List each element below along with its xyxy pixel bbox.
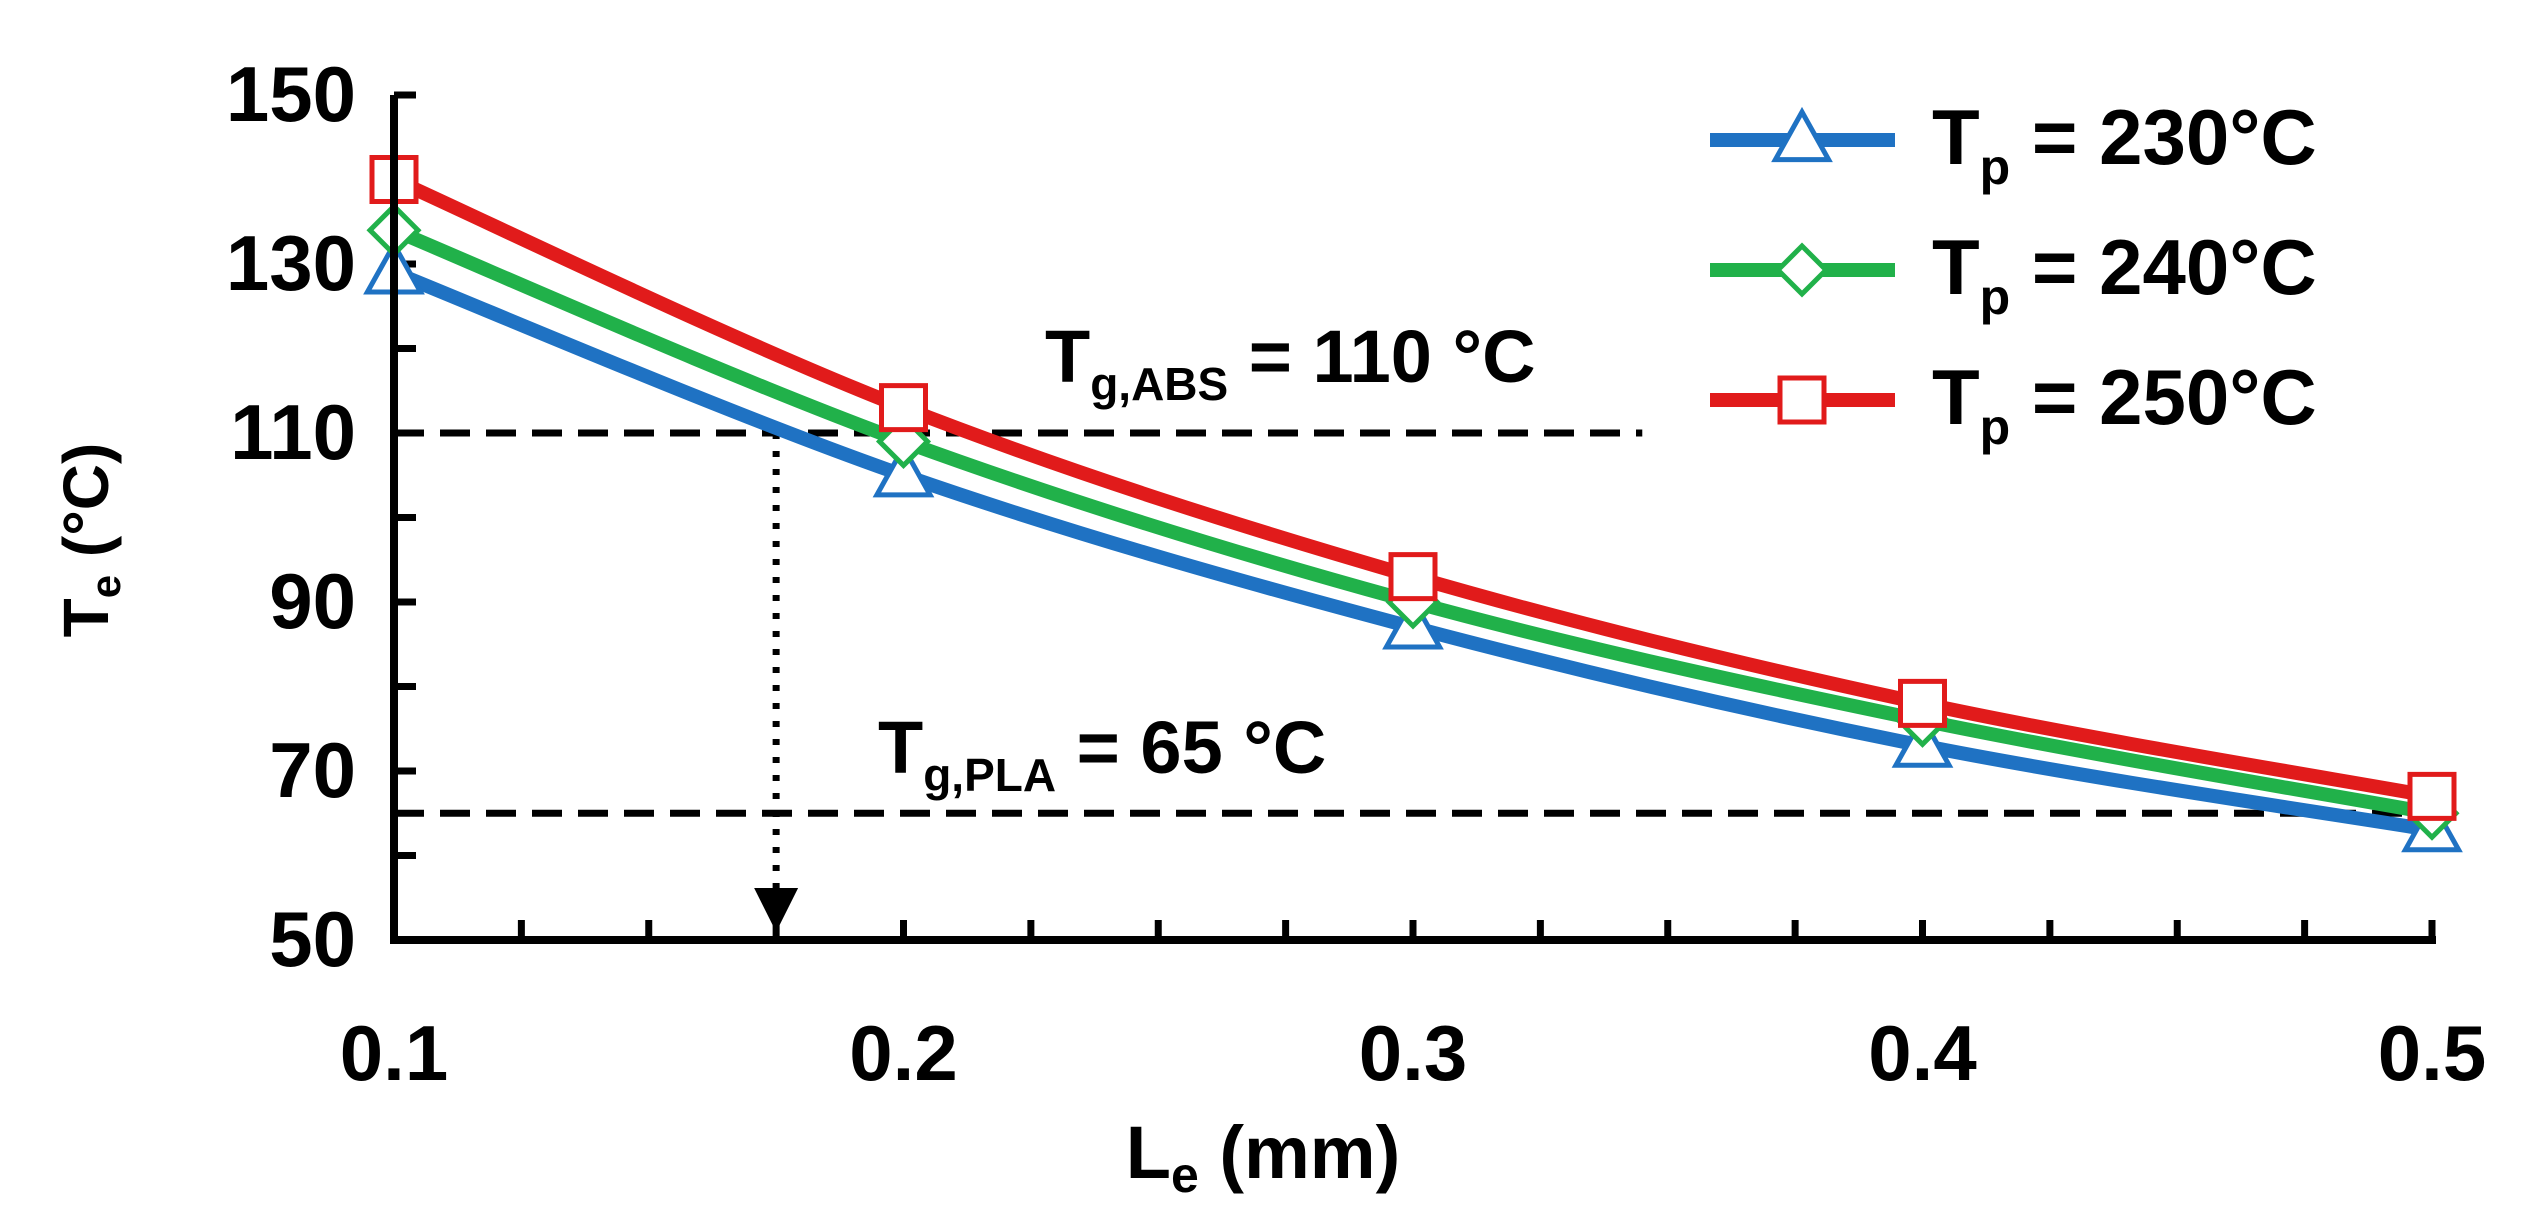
x-axis-title: Le (mm) <box>1126 1111 1400 1203</box>
ref-label-tg-abs: Tg,ABS = 110 °C <box>1045 315 1536 410</box>
legend-marker-triangle <box>1771 106 1833 163</box>
x-tick-label: 0.3 <box>1359 1009 1467 1097</box>
legend-marker-diamond <box>1774 242 1830 298</box>
x-tick-label: 0.2 <box>849 1009 957 1097</box>
data-point-square <box>2407 771 2457 821</box>
ref-label-tg-pla: Tg,PLA = 65 °C <box>878 706 1326 801</box>
y-axis-title: Te (°C) <box>50 443 129 638</box>
reference-lines <box>394 429 2432 932</box>
x-tick-label: 0.1 <box>340 1009 448 1097</box>
axes: 50 70 90 110 130 150 0.1 0.2 0.3 0.4 0.5 <box>226 50 2486 1097</box>
y-tick-label: 150 <box>226 50 356 138</box>
legend-item-230: Tp = 230°C <box>1710 93 2317 195</box>
data-point-square <box>1388 552 1438 602</box>
legend-label-240: Tp = 240°C <box>1932 223 2317 325</box>
y-tick-label: 50 <box>269 895 356 983</box>
x-tick-label: 0.5 <box>2378 1009 2486 1097</box>
y-tick-label: 130 <box>226 219 356 307</box>
arrow-head <box>754 888 799 932</box>
x-tick-label: 0.4 <box>1868 1009 1976 1097</box>
legend-marker-square <box>1777 375 1827 425</box>
data-point-square <box>1898 678 1947 728</box>
legend-label-230: Tp = 230°C <box>1932 93 2317 195</box>
legend-item-250: Tp = 250°C <box>1710 353 2317 455</box>
legend-label-250: Tp = 250°C <box>1932 353 2317 455</box>
data-point-square <box>879 383 928 433</box>
y-tick-label: 70 <box>269 726 356 814</box>
data-series <box>363 155 2463 853</box>
legend-item-240: Tp = 240°C <box>1710 223 2317 325</box>
data-point-triangle <box>872 442 935 498</box>
y-tick-label: 90 <box>269 557 356 645</box>
legend: Tp = 230°C Tp = 240°C Tp = 250°C <box>1710 93 2317 455</box>
y-tick-label: 110 <box>230 388 356 476</box>
